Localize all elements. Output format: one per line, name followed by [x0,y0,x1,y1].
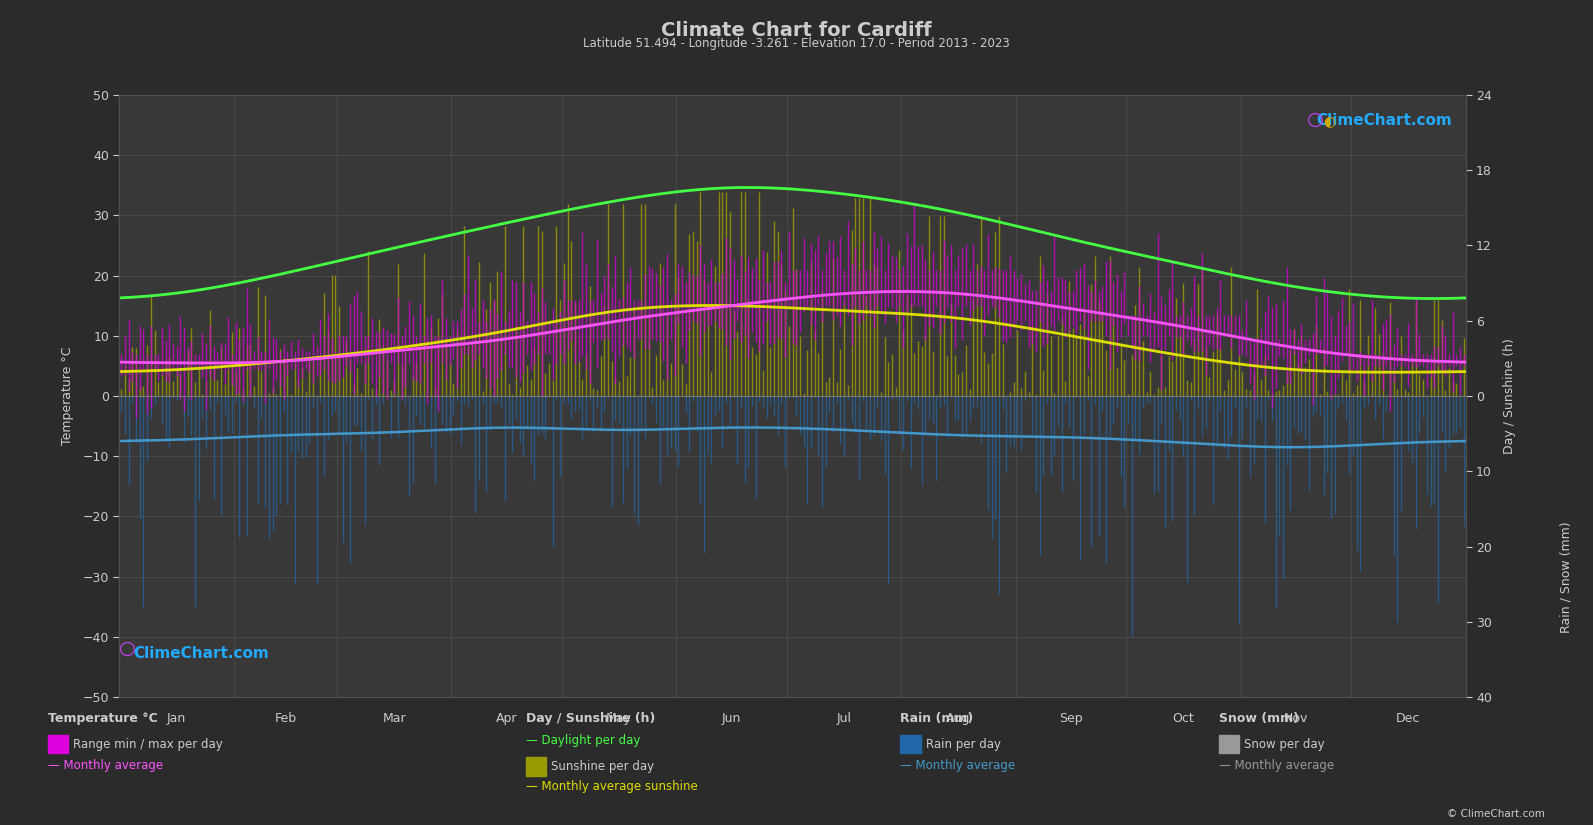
Text: Range min / max per day: Range min / max per day [73,738,223,751]
Text: © ClimeChart.com: © ClimeChart.com [1448,808,1545,818]
Text: Mar: Mar [382,712,406,725]
Text: — Monthly average: — Monthly average [900,759,1015,772]
Text: ○: ○ [1308,110,1324,129]
Text: Feb: Feb [274,712,296,725]
Text: Sep: Sep [1059,712,1083,725]
Text: Jan: Jan [167,712,186,725]
Text: Snow per day: Snow per day [1244,738,1325,751]
Text: Aug: Aug [946,712,970,725]
Text: Latitude 51.494 - Longitude -3.261 - Elevation 17.0 - Period 2013 - 2023: Latitude 51.494 - Longitude -3.261 - Ele… [583,37,1010,50]
Text: — Monthly average: — Monthly average [48,759,162,772]
Text: Snow (mm): Snow (mm) [1219,712,1298,725]
Text: Day / Sunshine (h): Day / Sunshine (h) [526,712,655,725]
Text: ClimeChart.com: ClimeChart.com [1316,113,1453,128]
Text: Sunshine per day: Sunshine per day [551,760,655,773]
Y-axis label: Temperature °C: Temperature °C [61,346,75,446]
Text: ClimeChart.com: ClimeChart.com [132,646,269,661]
Text: Oct: Oct [1172,712,1195,725]
Text: ○: ○ [119,639,137,658]
Text: Dec: Dec [1395,712,1421,725]
Text: Jul: Jul [836,712,852,725]
Text: Jun: Jun [722,712,741,725]
Text: Temperature °C: Temperature °C [48,712,158,725]
Text: Nov: Nov [1284,712,1308,725]
Text: Rain / Snow (mm): Rain / Snow (mm) [1560,521,1572,634]
Text: Rain (mm): Rain (mm) [900,712,973,725]
Text: Rain per day: Rain per day [926,738,1000,751]
Text: — Monthly average sunshine: — Monthly average sunshine [526,780,698,794]
Text: Apr: Apr [495,712,518,725]
Text: May: May [607,712,632,725]
Text: ◐: ◐ [1322,114,1335,128]
Y-axis label: Day / Sunshine (h): Day / Sunshine (h) [1502,338,1517,454]
Text: Climate Chart for Cardiff: Climate Chart for Cardiff [661,21,932,40]
Text: — Daylight per day: — Daylight per day [526,734,640,747]
Text: — Monthly average: — Monthly average [1219,759,1333,772]
